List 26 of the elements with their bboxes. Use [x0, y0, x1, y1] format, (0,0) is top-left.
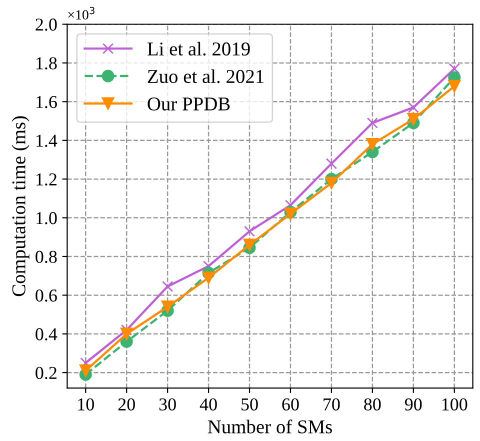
- legend-label: Li et al. 2019: [147, 42, 250, 56]
- x-tick-label: 10: [78, 398, 94, 411]
- legend-label: Zuo et al. 2021: [148, 69, 264, 84]
- x-tick-label: 70: [324, 398, 340, 411]
- x-axis-title: Number of SMs: [208, 420, 332, 434]
- legend-label: Our PPDB: [148, 97, 230, 111]
- y-tick-label: 1.2: [36, 173, 56, 186]
- y-tick-label: 1.6: [36, 96, 57, 108]
- y-tick-label: 0.2: [36, 366, 56, 380]
- y-axis-title: Computation time (ms): [12, 116, 30, 296]
- y-tick-label: 1.8: [36, 57, 57, 70]
- x-tick-label: 20: [118, 398, 135, 411]
- y-tick-label: 0.4: [36, 328, 58, 340]
- y-tick-label: 2.0: [36, 18, 57, 31]
- x-tick-label: 100: [442, 398, 468, 411]
- y-tick-label: 1.0: [36, 212, 57, 224]
- x-tick-label: 80: [364, 398, 381, 411]
- x-tick-label: 30: [159, 398, 176, 411]
- x-tick-label: 50: [242, 398, 258, 411]
- x-tick-label: 90: [404, 398, 422, 411]
- x-tick-label: 40: [200, 398, 217, 411]
- y-tick-label: 0.8: [36, 250, 57, 264]
- text: ×10$^{3}$: [68, 6, 94, 20]
- y-tick-label: 1.4: [36, 134, 58, 147]
- x-tick-label: 60: [282, 398, 299, 411]
- y-tick-label: 0.6: [36, 289, 57, 302]
